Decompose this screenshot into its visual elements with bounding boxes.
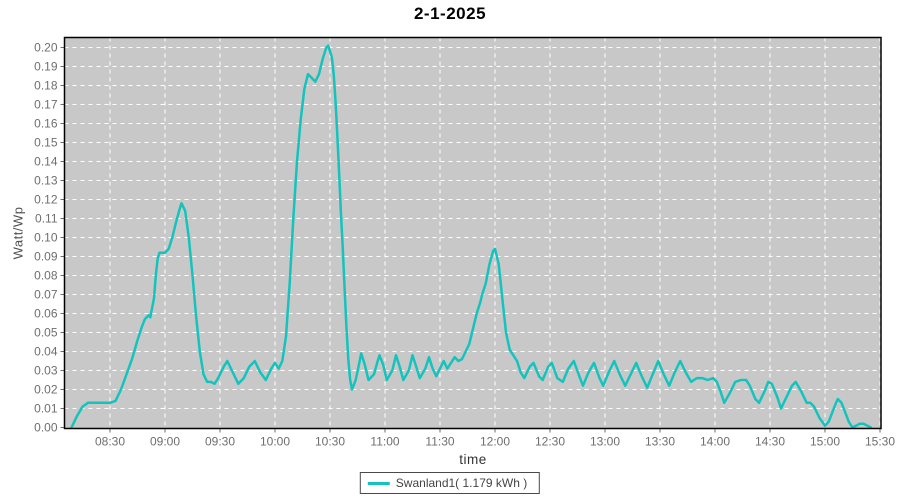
plot-border bbox=[63, 36, 882, 430]
x-tick-label: 09:30 bbox=[205, 435, 235, 449]
y-tick-label: 0.03 bbox=[34, 364, 58, 378]
x-tick-label: 12:30 bbox=[535, 435, 565, 449]
x-tick-label: 15:30 bbox=[865, 435, 895, 449]
y-tick-label: 0.06 bbox=[34, 307, 58, 321]
y-tick-label: 0.07 bbox=[34, 288, 58, 302]
x-tick-label: 15:00 bbox=[810, 435, 840, 449]
y-tick-label: 0.09 bbox=[34, 250, 58, 264]
y-axis-title: Watt/Wp bbox=[10, 206, 26, 260]
y-tick-label: 0.12 bbox=[34, 193, 58, 207]
x-tick-label: 09:00 bbox=[150, 435, 180, 449]
y-tick-label: 0.05 bbox=[34, 326, 58, 340]
legend-series-swatch bbox=[367, 481, 390, 485]
x-tick-label: 12:00 bbox=[480, 435, 510, 449]
y-tick-label: 0.15 bbox=[34, 136, 58, 150]
x-tick-label: 13:00 bbox=[590, 435, 620, 449]
x-tick-label: 08:30 bbox=[95, 435, 125, 449]
y-tick-label: 0.08 bbox=[34, 269, 58, 283]
y-tick-label: 0.11 bbox=[35, 212, 58, 226]
chart-title: 2-1-2025 bbox=[413, 4, 487, 23]
y-tick-label: 0.17 bbox=[34, 98, 58, 112]
x-tick-label: 14:30 bbox=[755, 435, 785, 449]
y-tick-label: 0.10 bbox=[34, 231, 58, 245]
y-tick-label: 0.16 bbox=[34, 117, 58, 131]
x-tick-label: 10:30 bbox=[315, 435, 345, 449]
x-tick-label: 11:00 bbox=[370, 435, 399, 449]
y-tick-label: 0.18 bbox=[34, 79, 58, 93]
y-tick-label: 0.04 bbox=[34, 345, 58, 359]
x-tick-label: 14:00 bbox=[700, 435, 730, 449]
x-axis-title: time bbox=[459, 452, 487, 467]
x-tick-label: 10:00 bbox=[260, 435, 290, 449]
legend: Swanland1( 1.179 kWh ) bbox=[359, 472, 541, 494]
y-tick-label: 0.14 bbox=[34, 155, 58, 169]
y-tick-label: 0.19 bbox=[34, 60, 58, 74]
y-tick-label: 0.01 bbox=[34, 402, 58, 416]
y-tick-label: 0.13 bbox=[34, 174, 58, 188]
x-tick-label: 13:30 bbox=[645, 435, 675, 449]
y-tick-label: 0.02 bbox=[34, 383, 58, 397]
y-tick-label: 0.20 bbox=[34, 41, 58, 55]
series-line-swanland1 bbox=[70, 44, 873, 429]
x-tick-label: 11:30 bbox=[425, 435, 454, 449]
y-tick-label: 0.00 bbox=[34, 421, 58, 435]
legend-series-label: Swanland1( 1.179 kWh ) bbox=[395, 476, 528, 490]
